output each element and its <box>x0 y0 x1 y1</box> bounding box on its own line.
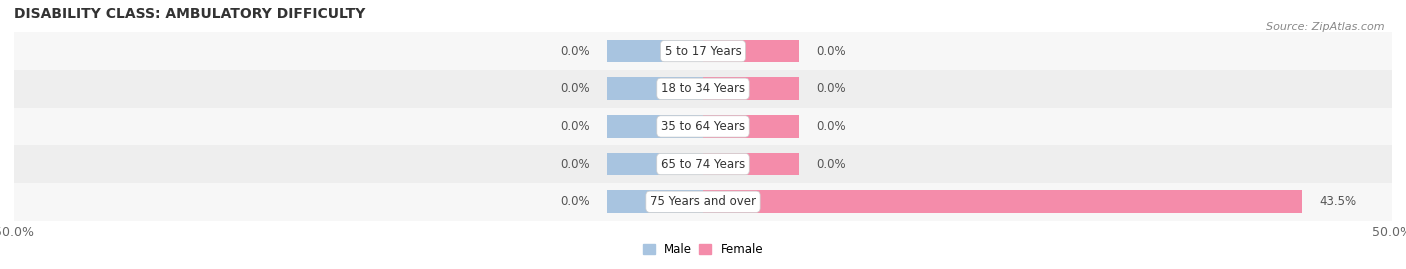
Text: Source: ZipAtlas.com: Source: ZipAtlas.com <box>1267 22 1385 31</box>
Bar <box>703 153 800 175</box>
Text: 0.0%: 0.0% <box>561 195 591 208</box>
Text: 65 to 74 Years: 65 to 74 Years <box>661 158 745 171</box>
Text: 0.0%: 0.0% <box>815 120 845 133</box>
Bar <box>14 145 1392 183</box>
Bar <box>606 115 703 138</box>
Bar <box>606 190 703 213</box>
Text: 0.0%: 0.0% <box>815 45 845 58</box>
Text: 0.0%: 0.0% <box>561 120 591 133</box>
Text: DISABILITY CLASS: AMBULATORY DIFFICULTY: DISABILITY CLASS: AMBULATORY DIFFICULTY <box>14 7 366 22</box>
Legend: Male, Female: Male, Female <box>643 243 763 256</box>
Bar <box>14 70 1392 108</box>
Bar <box>606 40 703 62</box>
Bar <box>703 115 800 138</box>
Bar <box>703 190 1302 213</box>
Bar <box>703 77 800 100</box>
Text: 75 Years and over: 75 Years and over <box>650 195 756 208</box>
Bar <box>14 108 1392 145</box>
Text: 0.0%: 0.0% <box>561 82 591 95</box>
Bar <box>606 77 703 100</box>
Text: 43.5%: 43.5% <box>1319 195 1355 208</box>
Bar <box>703 40 800 62</box>
Text: 0.0%: 0.0% <box>561 158 591 171</box>
Text: 0.0%: 0.0% <box>815 82 845 95</box>
Text: 5 to 17 Years: 5 to 17 Years <box>665 45 741 58</box>
Bar <box>14 32 1392 70</box>
Text: 35 to 64 Years: 35 to 64 Years <box>661 120 745 133</box>
Bar <box>14 183 1392 221</box>
Text: 18 to 34 Years: 18 to 34 Years <box>661 82 745 95</box>
Text: 0.0%: 0.0% <box>561 45 591 58</box>
Bar <box>606 153 703 175</box>
Text: 0.0%: 0.0% <box>815 158 845 171</box>
